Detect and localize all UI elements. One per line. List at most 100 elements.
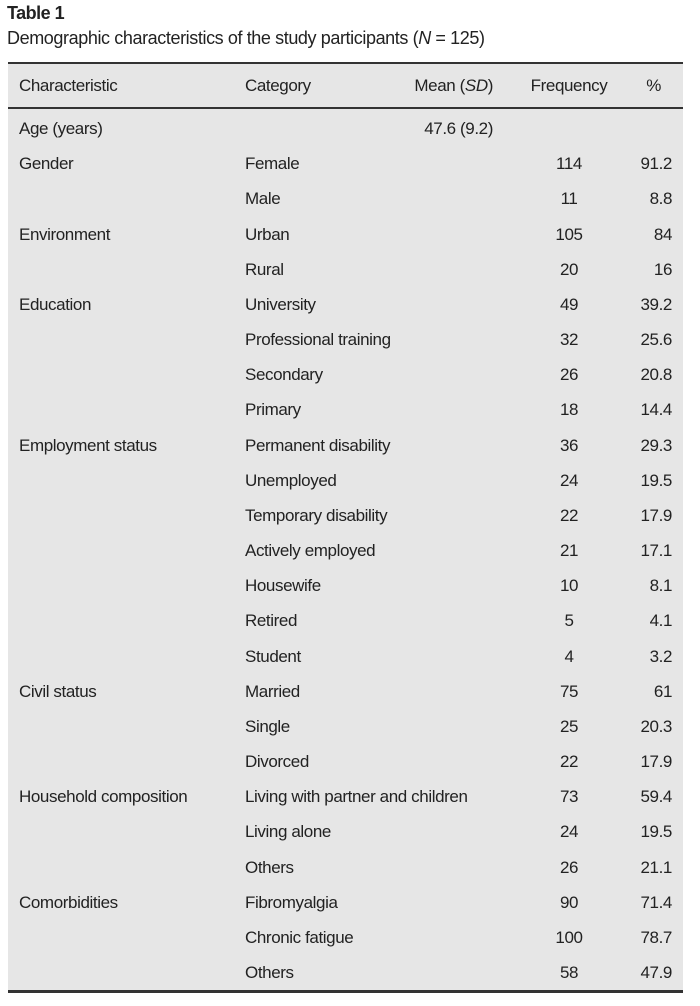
cell-mean: 47.6 (9.2) — [424, 119, 493, 138]
cell-category: Primary — [245, 400, 301, 420]
table-row: Primary 18 14.4 — [8, 392, 683, 427]
cell-percent: 78.7 — [640, 927, 673, 947]
table-row: Education University 49 39.2 — [8, 287, 683, 322]
table-row: Professional training 32 25.6 — [8, 322, 683, 357]
cell-category: Urban — [245, 224, 290, 244]
cell-percent: 20.8 — [640, 365, 673, 385]
cell-frequency: 26 — [559, 857, 579, 877]
cell-category: Rural — [245, 259, 284, 279]
cell-category: Divorced — [245, 752, 309, 772]
cell-percent: 4.1 — [649, 611, 673, 631]
cell-percent: 14.4 — [640, 400, 673, 420]
table-row: Civil status Married 75 61 — [8, 674, 683, 709]
cell-category: Others — [245, 857, 294, 877]
cell-percent: 19.5 — [640, 822, 673, 842]
cell-percent: 19.5 — [640, 470, 673, 490]
cell-frequency: 5 — [564, 611, 574, 631]
header-frequency: Frequency — [530, 76, 608, 95]
cell-percent: 71.4 — [640, 892, 673, 912]
cell-frequency: 36 — [559, 435, 579, 455]
caption-text: Demographic characteristics of the study… — [7, 28, 419, 48]
cell-percent: 61 — [653, 681, 673, 701]
cell-percent: 21.1 — [640, 857, 673, 877]
table-row: Others 26 21.1 — [8, 850, 683, 885]
table-row: Environment Urban 105 84 — [8, 217, 683, 252]
cell-percent: 47.9 — [640, 963, 673, 983]
table-row: Rural 20 16 — [8, 252, 683, 287]
cell-category: Living alone — [245, 822, 331, 842]
cell-category: Male — [245, 189, 281, 209]
table-row: Others 58 47.9 — [8, 955, 683, 990]
cell-category: Professional training — [245, 330, 391, 350]
cell-percent: 3.2 — [649, 646, 673, 666]
header-category: Category — [245, 76, 311, 95]
demographics-table: Characteristic Category Mean (SD) Freque… — [8, 62, 683, 993]
table-row: Comorbidities Fibromyalgia 90 71.4 — [8, 885, 683, 920]
cell-characteristic: Employment status — [19, 435, 157, 455]
cell-frequency: 105 — [555, 224, 583, 244]
cell-percent: 8.1 — [649, 576, 673, 596]
table-row: Gender Female 114 91.2 — [8, 146, 683, 181]
cell-characteristic: Education — [19, 294, 92, 314]
table-label: Table 1 — [7, 3, 65, 23]
header-sd: SD — [464, 76, 488, 95]
cell-percent: 8.8 — [649, 189, 673, 209]
cell-characteristic: Civil status — [19, 681, 97, 701]
table-row: Living alone 24 19.5 — [8, 814, 683, 849]
header-mean-close: ) — [487, 76, 494, 95]
cell-frequency: 24 — [559, 822, 579, 842]
table-row: Age (years) 47.6 (9.2) — [8, 111, 683, 146]
cell-category: Single — [245, 716, 290, 736]
cell-category: Female — [245, 154, 300, 174]
table-caption: Demographic characteristics of the study… — [7, 28, 485, 49]
cell-percent: 59.4 — [640, 787, 673, 807]
cell-percent: 84 — [653, 224, 673, 244]
cell-category: Living with partner and children — [245, 787, 468, 807]
cell-category: Unemployed — [245, 470, 337, 490]
cell-category: University — [245, 294, 316, 314]
cell-frequency: 58 — [559, 963, 579, 983]
table-row: Unemployed 24 19.5 — [8, 463, 683, 498]
cell-frequency: 32 — [559, 330, 579, 350]
cell-percent: 29.3 — [640, 435, 673, 455]
cell-category: Permanent disability — [245, 435, 391, 455]
table-row: Secondary 26 20.8 — [8, 357, 683, 392]
header-percent: % — [646, 76, 661, 95]
cell-category: Married — [245, 681, 300, 701]
cell-percent: 16 — [653, 259, 673, 279]
table-row: Employment status Permanent disability 36 2… — [8, 428, 683, 463]
cell-frequency: 100 — [555, 927, 583, 947]
cell-percent: 20.3 — [640, 716, 673, 736]
cell-frequency: 11 — [560, 189, 578, 209]
cell-category: Temporary disability — [245, 505, 388, 525]
cell-frequency: 25 — [559, 716, 579, 736]
cell-frequency: 18 — [559, 400, 579, 420]
cell-category: Chronic fatigue — [245, 927, 354, 947]
cell-characteristic: Environment — [19, 224, 111, 244]
cell-percent: 17.9 — [640, 505, 673, 525]
table-row: Divorced 22 17.9 — [8, 744, 683, 779]
cell-frequency: 49 — [559, 294, 579, 314]
table-row: Actively employed 21 17.1 — [8, 533, 683, 568]
cell-frequency: 20 — [559, 259, 579, 279]
cell-category: Others — [245, 963, 294, 983]
table-row: Temporary disability 22 17.9 — [8, 498, 683, 533]
cell-frequency: 22 — [559, 752, 579, 772]
cell-frequency: 73 — [559, 787, 579, 807]
cell-category: Retired — [245, 611, 298, 631]
cell-percent: 17.9 — [640, 752, 673, 772]
caption-n: N — [418, 28, 431, 48]
cell-percent: 91.2 — [640, 154, 673, 174]
cell-frequency: 90 — [559, 892, 579, 912]
header-characteristic: Characteristic — [19, 76, 118, 95]
cell-frequency: 21 — [559, 541, 579, 561]
cell-characteristic: Age (years) — [19, 119, 103, 138]
table-row: Male 11 8.8 — [8, 181, 683, 216]
table-row: Single 25 20.3 — [8, 709, 683, 744]
cell-percent: 25.6 — [640, 330, 673, 350]
cell-characteristic: Gender — [19, 154, 74, 174]
cell-frequency: 26 — [559, 365, 579, 385]
cell-frequency: 114 — [556, 154, 582, 174]
table-row: Student 4 3.2 — [8, 639, 683, 674]
cell-frequency: 10 — [559, 576, 579, 596]
